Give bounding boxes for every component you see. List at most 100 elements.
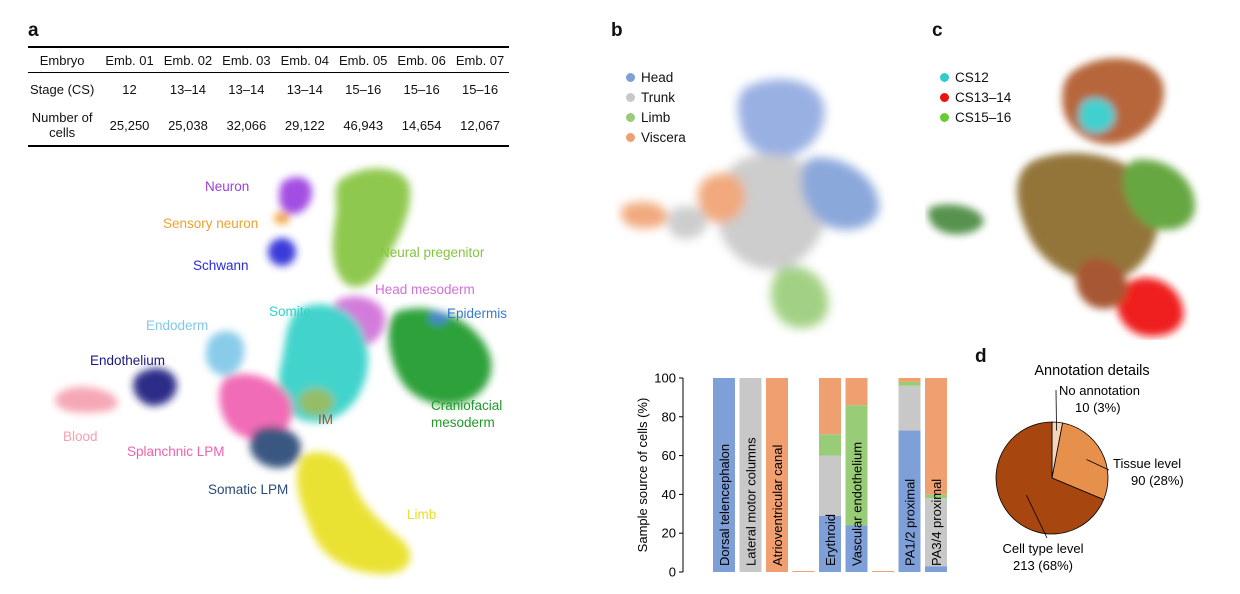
cluster-schwann xyxy=(268,238,296,266)
bar-segment xyxy=(845,525,868,572)
table-header-row: Embryo Emb. 01 Emb. 02 Emb. 03 Emb. 04 E… xyxy=(28,46,510,73)
label-somatic-lpm: Somatic LPM xyxy=(208,482,289,497)
pie-slice xyxy=(995,421,1105,535)
table-cell: 13–14 xyxy=(169,81,207,97)
panel-letter-a: a xyxy=(28,20,39,41)
bar-segment xyxy=(872,571,894,572)
legend-dot xyxy=(626,133,635,142)
pie-leader-line xyxy=(1086,459,1110,471)
cells-label: Number of cells xyxy=(28,105,101,147)
table-cell: 32,066 xyxy=(217,105,276,147)
bar-segment xyxy=(925,378,947,495)
y-tick-label: 60 xyxy=(662,448,676,463)
stage-right-green xyxy=(1123,159,1195,230)
legend-label: Limb xyxy=(641,110,671,125)
cluster-epidermis xyxy=(429,312,447,324)
region-head-top xyxy=(737,79,825,158)
label-sensory-neuron: Sensory neuron xyxy=(163,216,259,231)
cluster-sensory-neuron xyxy=(274,212,290,224)
legend-label: CS12 xyxy=(955,70,989,85)
table-header-cell: Emb. 01 xyxy=(100,46,159,73)
bar-category-label: PA3/4 proximal xyxy=(929,479,944,566)
label-neuron: Neuron xyxy=(205,179,250,194)
stage-bottom-mid xyxy=(1075,258,1128,309)
y-tick-label: 20 xyxy=(662,526,676,541)
cluster-neuron xyxy=(279,177,312,215)
embryo-table: Embryo Emb. 01 Emb. 02 Emb. 03 Emb. 04 E… xyxy=(28,46,510,147)
label-craniofacial-line1: Craniofacial xyxy=(431,398,503,413)
label-neural-pregenitor: Neural pregenitor xyxy=(380,245,485,260)
label-splanchnic-lpm: Splanchnic LPM xyxy=(127,444,225,459)
table-header-cell: Emb. 06 xyxy=(392,46,451,73)
bar-segment xyxy=(925,494,947,499)
label-craniofacial-mesoderm: Craniofacial mesoderm xyxy=(431,397,502,431)
pie-title: Annotation details xyxy=(1034,363,1149,379)
stage-bottom-red xyxy=(1116,277,1184,337)
cluster-somatic-lpm xyxy=(250,426,301,468)
table-cell: 29,122 xyxy=(275,105,334,147)
label-head-mesoderm: Head mesoderm xyxy=(375,282,475,297)
table-cell: 12,067 xyxy=(450,105,510,147)
table-header-cell: Emb. 04 xyxy=(275,46,334,73)
pie-label: Cell type level xyxy=(1003,541,1084,556)
bar-segment xyxy=(819,378,841,435)
stage-top-cyan xyxy=(1078,97,1115,134)
pie-slice xyxy=(1051,422,1109,501)
bar-category-label: Lateral motor columns xyxy=(744,437,759,566)
legend-item-cs13-14: CS13–14 xyxy=(940,90,1011,105)
pie-leader-line xyxy=(1055,389,1057,431)
stage-top-mixed xyxy=(1062,58,1164,145)
table-cell: 15–16 xyxy=(403,81,440,97)
bar-segment xyxy=(819,455,841,516)
legend-item-viscera: Viscera xyxy=(626,130,686,145)
legend-label: CS15–16 xyxy=(955,110,1012,125)
bar-segment xyxy=(898,385,921,431)
label-epidermis: Epidermis xyxy=(447,306,508,321)
legend-label: Viscera xyxy=(641,130,686,145)
cluster-craniofacial-mesoderm xyxy=(388,308,492,405)
bar-segment xyxy=(845,405,868,526)
panel-letter-c: c xyxy=(932,20,943,41)
region-trunk-core xyxy=(716,154,828,270)
table-cell: 13–14 xyxy=(228,81,265,97)
region-head-right xyxy=(801,157,880,230)
table-cell: 15–16 xyxy=(345,81,382,97)
table-cell: 25,250 xyxy=(100,105,159,147)
legend-dot xyxy=(940,73,949,82)
legend-label: Trunk xyxy=(641,90,676,105)
cluster-splanchnic-lpm xyxy=(219,374,293,441)
pie-value-label: 90 (28%) xyxy=(1131,473,1184,488)
pie-label: No annotation xyxy=(1059,383,1140,398)
bar-category-label: Vascular endothelium xyxy=(850,442,865,566)
cells-label-line1: Number of xyxy=(31,110,93,125)
label-endothelium: Endothelium xyxy=(90,353,166,368)
pie-value-label: 213 (68%) xyxy=(1013,558,1073,573)
pie-label: Tissue level xyxy=(1113,456,1181,471)
cluster-blood xyxy=(55,386,118,413)
bar-category-label: PA1/2 proximal xyxy=(903,479,918,566)
bar-segment xyxy=(898,381,921,386)
bar-segment xyxy=(819,515,841,572)
table-header-cell: Emb. 05 xyxy=(334,46,393,73)
bar-segment xyxy=(792,571,815,572)
region-trunk-mid xyxy=(667,205,707,240)
legend-label: Head xyxy=(641,70,674,85)
stage-label: Stage (CS) xyxy=(30,81,95,97)
legend-item-limb: Limb xyxy=(626,110,670,125)
label-blood: Blood xyxy=(63,429,98,444)
label-somite: Somite xyxy=(269,304,312,319)
cluster-somite xyxy=(278,304,369,423)
legend-dot xyxy=(626,73,635,82)
cluster-neural-progenitor xyxy=(332,168,411,287)
region-viscera-left xyxy=(697,173,745,223)
bar-segment xyxy=(766,378,788,572)
pie-value-label: 10 (3%) xyxy=(1075,400,1121,415)
table-header-cell: Emb. 02 xyxy=(158,46,218,73)
cells-label-line2: cells xyxy=(49,125,76,140)
legend-item-cs15-16: CS15–16 xyxy=(940,110,1011,125)
table-header-cell: Emb. 07 xyxy=(450,46,510,73)
bar-segment xyxy=(713,378,735,572)
table-header-cell: Emb. 03 xyxy=(217,46,276,73)
table-cell: 12 xyxy=(122,81,137,97)
bar-segment xyxy=(925,498,947,567)
